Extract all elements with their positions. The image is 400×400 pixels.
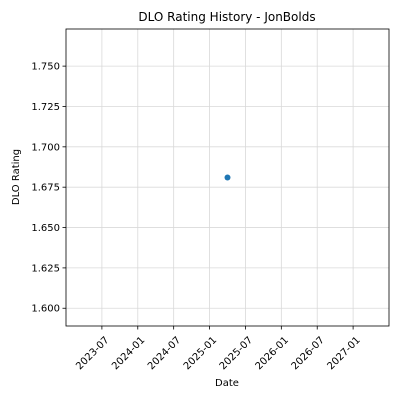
y-tick-label: 1.650: [31, 223, 60, 234]
y-tick-label: 1.675: [31, 183, 60, 194]
y-axis-label: DLO Rating: [11, 149, 22, 205]
data-point: [224, 174, 231, 181]
grid: [66, 29, 389, 326]
chart-title: DLO Rating History - JonBolds: [138, 10, 315, 24]
y-tick-label: 1.625: [31, 263, 60, 274]
y-axis: 1.600 1.625 1.650 1.675 1.700 1.725 1.750: [31, 62, 66, 315]
x-axis-label: Date: [215, 378, 239, 389]
plot-area: [65, 28, 390, 327]
y-tick-label: 1.600: [31, 304, 60, 315]
data-points: [224, 174, 231, 181]
y-tick-label: 1.750: [31, 62, 60, 73]
y-tick-label: 1.725: [31, 102, 60, 113]
y-tick-label: 1.700: [31, 142, 60, 153]
